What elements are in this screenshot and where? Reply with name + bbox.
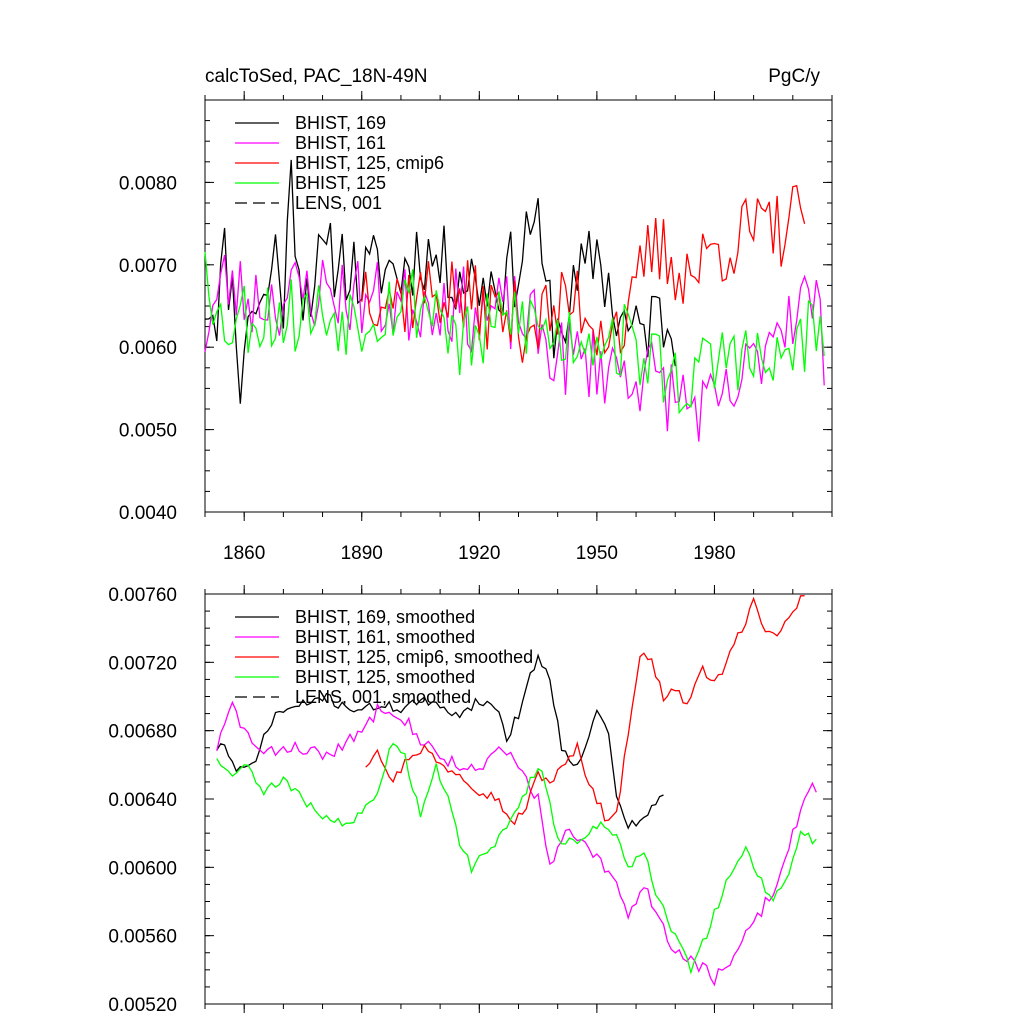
bottom-ytick-label: 0.00600 bbox=[108, 858, 177, 879]
bottom-legend-label: BHIST, 125, smoothed bbox=[295, 667, 475, 687]
bottom-plot-area: 0.00520 0.00560 0.00600 0.00640 0.00680 0.007… bbox=[108, 585, 833, 1016]
bottom-legend-label: BHIST, 125, cmip6, smoothed bbox=[295, 647, 533, 667]
bottom-ytick-label: 0.00680 bbox=[108, 722, 177, 743]
bottom-legend-label: BHIST, 161, smoothed bbox=[295, 627, 475, 647]
top-xtick-label: 1950 bbox=[576, 543, 618, 564]
top-legend-label: BHIST, 161 bbox=[295, 133, 386, 153]
top-plot-area: 0.0040 0.0050 0.0060 0.0070 0.0080 1860 1890 19… bbox=[119, 91, 833, 564]
top-xtick-label: 1920 bbox=[458, 543, 500, 564]
top-legend-label: LENS, 001 bbox=[295, 193, 382, 213]
bottom-ytick-label: 0.00760 bbox=[108, 585, 177, 606]
bottom-legend-label: LENS, 001, smoothed bbox=[295, 687, 471, 707]
top-ytick-label: 0.0080 bbox=[119, 173, 177, 194]
top-series-group bbox=[204, 159, 825, 442]
bottom-ytick-label: 0.00520 bbox=[108, 995, 177, 1016]
top-legend-label: BHIST, 125, cmip6 bbox=[295, 153, 444, 173]
top-panel-units: PgC/y bbox=[768, 66, 820, 87]
bottom-ytick-label: 0.00720 bbox=[108, 653, 177, 674]
top-series-line-2 bbox=[204, 254, 825, 442]
bottom-series-group bbox=[216, 595, 817, 987]
top-xtick-label: 1860 bbox=[223, 543, 265, 564]
top-ytick-label: 0.0050 bbox=[119, 421, 177, 442]
bottom-legend-label: BHIST, 169, smoothed bbox=[295, 607, 475, 627]
top-ytick-label: 0.0060 bbox=[119, 338, 177, 359]
top-ytick-label: 0.0040 bbox=[119, 503, 177, 524]
bottom-ytick-label: 0.00560 bbox=[108, 927, 177, 948]
bottom-series-line-1 bbox=[216, 653, 664, 830]
top-series-line-4 bbox=[204, 251, 825, 415]
top-panel: calcToSed, PAC_18N-49N PgC/y 0.0040 0.005… bbox=[119, 66, 833, 564]
top-legend-label: BHIST, 125 bbox=[295, 173, 386, 193]
bottom-series-line-3 bbox=[365, 595, 805, 826]
top-xtick-label: 1980 bbox=[693, 543, 735, 564]
top-series-line-1 bbox=[204, 159, 676, 404]
top-legend-label: BHIST, 169 bbox=[295, 113, 386, 133]
bottom-series-line-2 bbox=[216, 700, 817, 987]
top-ytick-label: 0.0070 bbox=[119, 256, 177, 277]
top-panel-title: calcToSed, PAC_18N-49N bbox=[205, 66, 427, 87]
bottom-series-line-4 bbox=[216, 742, 817, 975]
top-series-line-3 bbox=[361, 184, 806, 363]
bottom-ytick-label: 0.00640 bbox=[108, 790, 177, 811]
top-xtick-label: 1890 bbox=[341, 543, 383, 564]
bottom-panel: 0.00520 0.00560 0.00600 0.00640 0.00680 0.007… bbox=[108, 585, 833, 1016]
